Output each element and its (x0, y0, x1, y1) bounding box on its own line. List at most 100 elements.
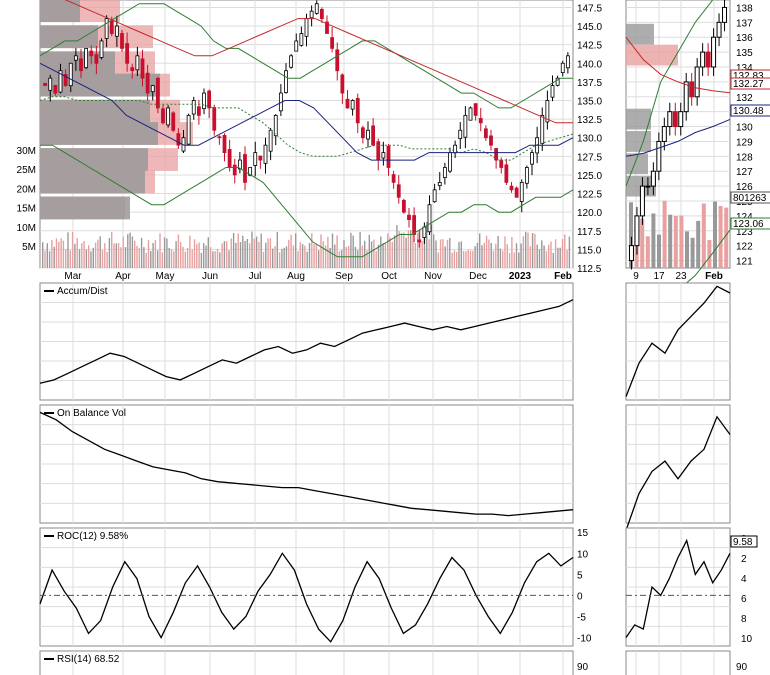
volume-bar-14 (74, 243, 76, 268)
volume-bar-42 (138, 248, 140, 268)
candle-body-71 (407, 214, 411, 221)
candle-body-68 (391, 174, 396, 183)
volume-bar-229 (568, 236, 571, 268)
volume-bar-162 (414, 242, 416, 268)
roc-zoom-line (625, 538, 731, 638)
zoom-y-tick-3: 135 (736, 48, 753, 59)
candle-body-8 (84, 47, 89, 69)
candle-body-20 (145, 72, 150, 94)
volume-bar-72 (207, 237, 209, 268)
price-y-tick-2: 142.5 (577, 41, 602, 52)
roc-y-tick-2: 5 (577, 570, 583, 581)
price-y-tick-6: 132.5 (577, 115, 602, 126)
zoom-x-tick-1: 17 (653, 271, 665, 282)
volume-bar-206 (515, 243, 518, 268)
volume-bar-144 (373, 239, 375, 268)
volume-bar-51 (159, 233, 161, 268)
zoom-candle-body-11 (689, 81, 695, 98)
zoom-candle-body-7 (667, 111, 673, 128)
volume-by-price-gray-8 (40, 196, 130, 220)
volume-y-tick-3: 15M (17, 204, 36, 215)
volume-bar-45 (145, 252, 147, 268)
volume-bar-209 (522, 236, 525, 268)
volume-bar-180 (456, 251, 458, 268)
volume-bar-88 (244, 241, 246, 268)
candle-body-50 (299, 33, 304, 46)
volume-bar-203 (508, 252, 511, 268)
candle-body-28 (186, 114, 191, 145)
volume-bar-94 (258, 241, 260, 268)
candle-body-52 (309, 10, 314, 19)
candle-body-45 (273, 114, 278, 137)
zoom-y-tick-10: 128 (736, 152, 753, 163)
roc-zoom-value-label: 9.58 (733, 537, 753, 548)
zoom-volume-bar-9 (679, 215, 684, 268)
volume-bar-36 (124, 247, 127, 268)
candle-body-16 (125, 43, 130, 64)
volume-bar-212 (529, 246, 531, 268)
volume-bar-187 (472, 250, 474, 268)
price-x-tick-10: 2023 (509, 271, 532, 282)
volume-bar-186 (469, 250, 472, 268)
roc-y-tick-4: -5 (577, 613, 586, 624)
volume-bar-91 (251, 231, 253, 268)
volume-bar-213 (531, 233, 534, 268)
candle-body-79 (448, 152, 452, 172)
volume-bar-12 (69, 250, 71, 268)
volume-bar-22 (92, 247, 94, 268)
volume-bar-129 (338, 251, 341, 268)
zoom-candle-body-4 (650, 170, 656, 187)
volume-bar-73 (209, 247, 212, 268)
volume-bar-33 (117, 243, 120, 268)
volume-bar-103 (278, 252, 281, 268)
volume-bar-190 (479, 233, 481, 268)
roc-zoom-y-tick-0: 10 (741, 634, 753, 645)
zoom-volume-by-price-3 (626, 131, 651, 152)
candle-body-47 (284, 70, 288, 93)
volume-bar-207 (518, 252, 520, 268)
zoom-candle-body-5 (656, 140, 662, 172)
price-x-tick-9: Dec (469, 271, 487, 282)
volume-bar-210 (525, 231, 527, 268)
zoom-candle-body-15 (711, 36, 717, 68)
candle-body-40 (248, 167, 253, 176)
volume-bar-104 (281, 248, 283, 268)
volume-bar-191 (481, 245, 483, 268)
zoom-candle-body-0 (628, 245, 634, 262)
candle-body-21 (150, 85, 155, 93)
volume-bar-52 (161, 252, 163, 268)
volume-bar-10 (65, 249, 67, 268)
candle-body-22 (155, 77, 160, 109)
price-y-tick-5: 135.0 (577, 97, 602, 108)
volume-bar-150 (387, 233, 389, 268)
volume-bar-100 (272, 248, 274, 268)
candle-body-12 (104, 18, 109, 39)
volume-bar-4 (51, 240, 53, 268)
volume-bar-79 (223, 241, 226, 268)
zoom-volume-bar-11 (690, 237, 695, 268)
volume-bar-122 (322, 241, 324, 268)
candle-body-101 (560, 62, 565, 74)
zoom-volume-by-price-2 (626, 108, 651, 130)
bollinger-mid-line (39, 96, 574, 161)
zoom-y-tick-9: 129 (736, 137, 753, 148)
volume-bar-21 (90, 251, 92, 268)
volume-bar-82 (230, 238, 232, 268)
candle-body-94 (524, 167, 529, 184)
zoom-candle-body-2 (639, 185, 645, 217)
price-x-tick-1: Apr (115, 271, 131, 282)
candle-body-75 (427, 204, 432, 233)
volume-bar-193 (485, 235, 488, 268)
zoom-volume-bar-10 (685, 231, 689, 268)
roc-zoom-y-tick-1: 8 (741, 614, 747, 625)
volume-bar-29 (108, 238, 111, 268)
volume-bar-27 (104, 243, 106, 268)
candle-body-37 (232, 164, 237, 176)
volume-bar-75 (214, 251, 216, 268)
volume-bar-26 (101, 250, 104, 268)
candle-body-81 (458, 129, 463, 139)
volume-bar-181 (458, 242, 460, 268)
candle-body-100 (555, 77, 560, 86)
volume-bar-15 (76, 238, 78, 268)
volume-bar-68 (198, 242, 200, 268)
